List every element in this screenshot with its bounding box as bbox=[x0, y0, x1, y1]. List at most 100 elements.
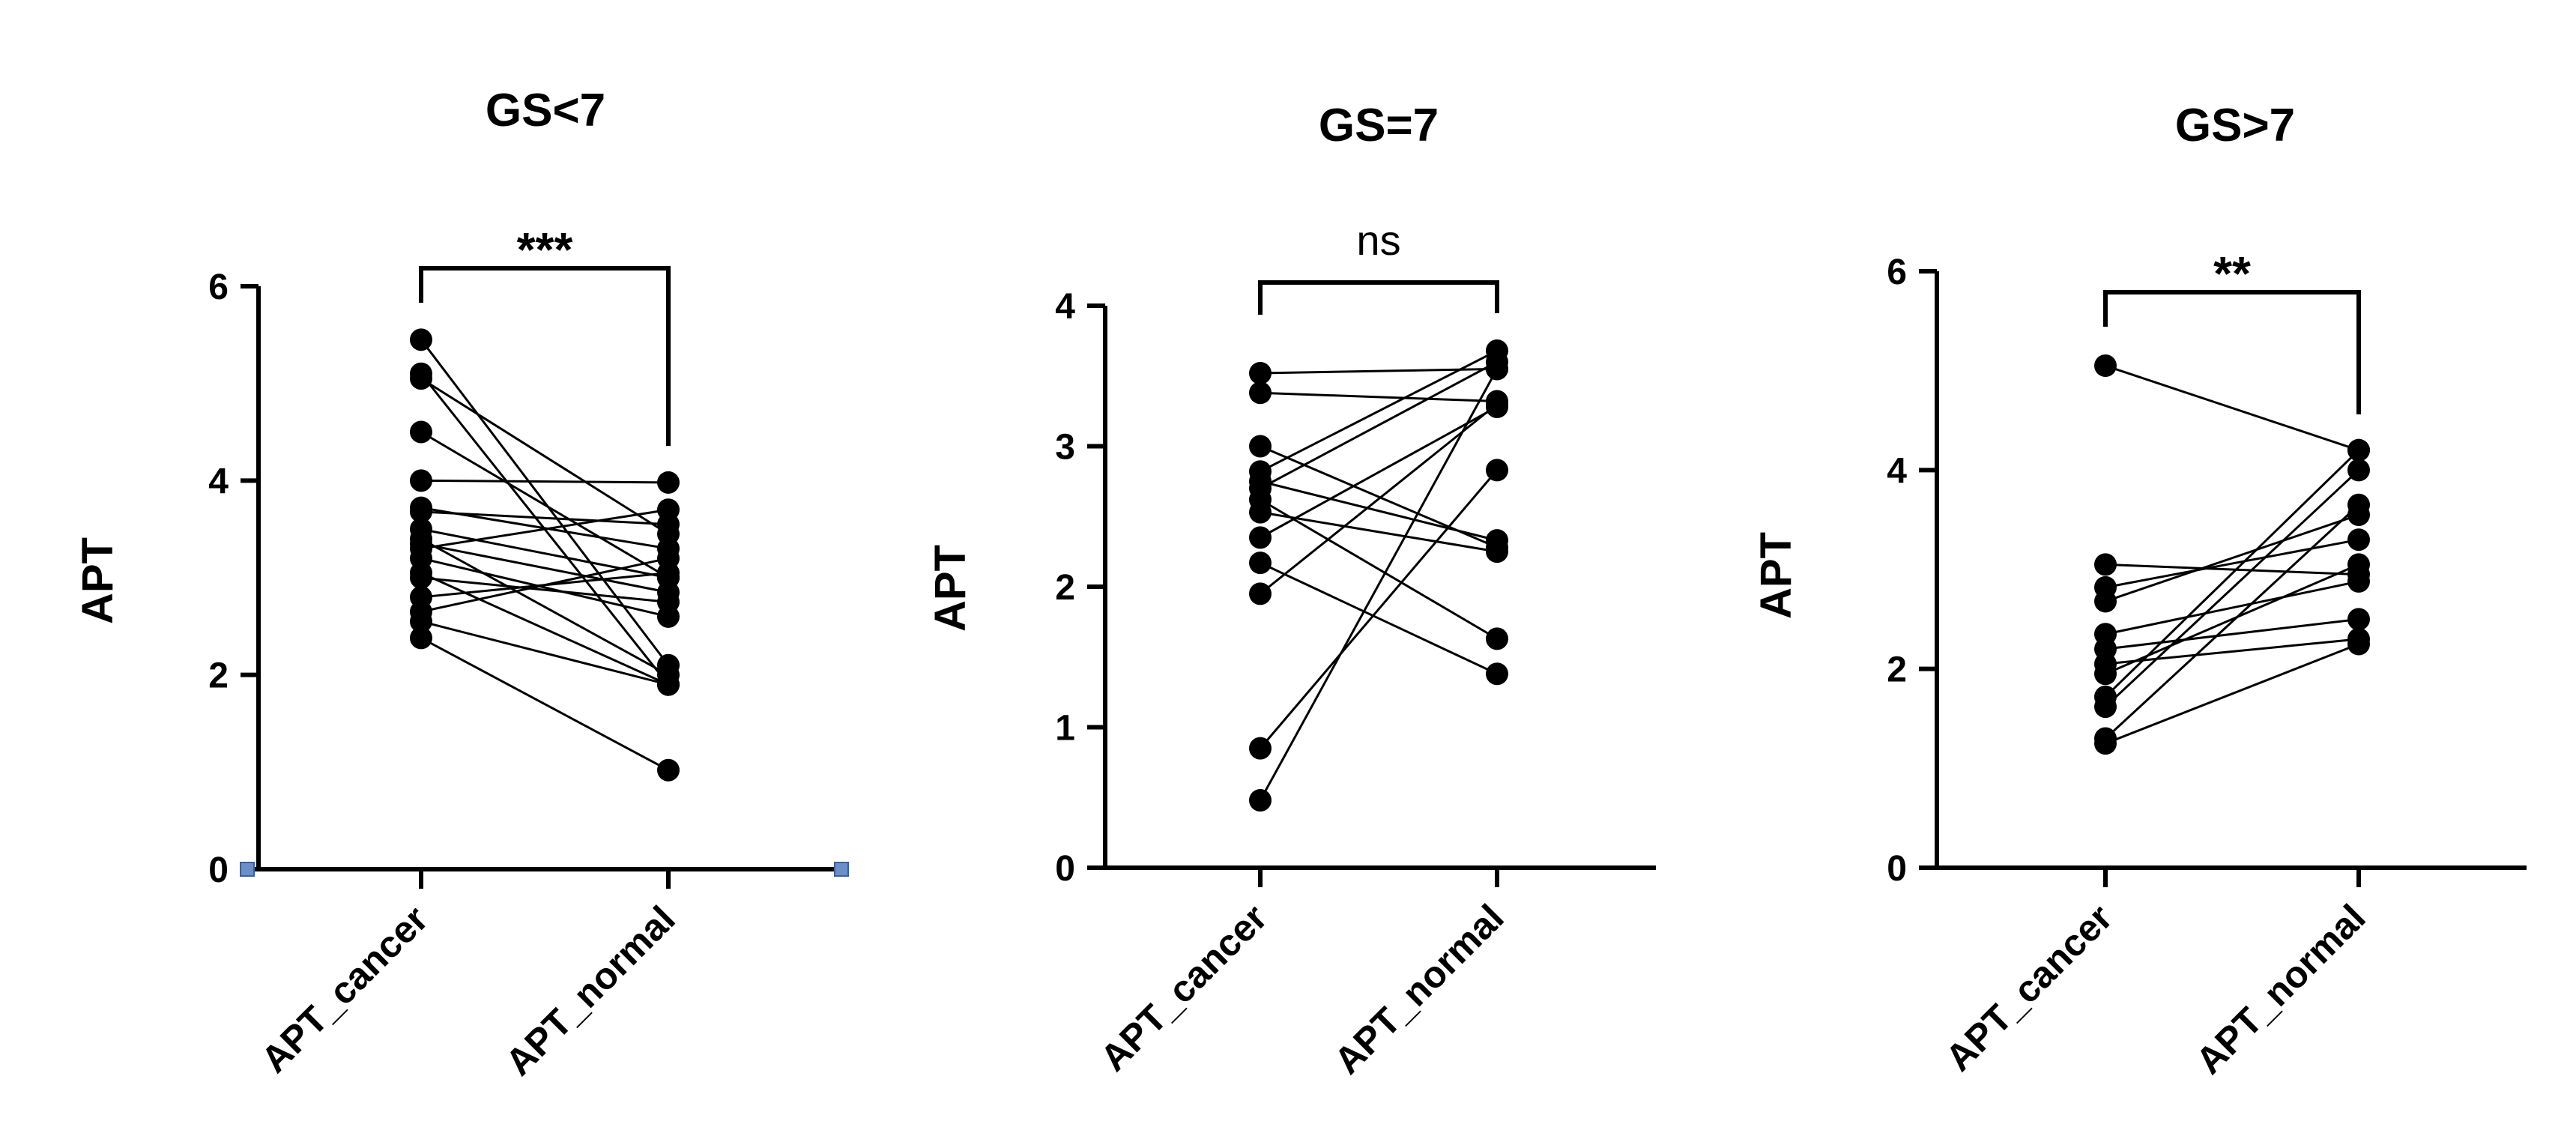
y-tick-label: 2 bbox=[1887, 650, 1907, 690]
data-point-cancer bbox=[1249, 737, 1272, 760]
data-point-normal bbox=[2347, 553, 2370, 576]
pair-line bbox=[2104, 469, 2360, 708]
y-tick-label: 4 bbox=[1887, 451, 1907, 491]
data-point-cancer bbox=[1249, 362, 1272, 384]
data-point-cancer bbox=[2094, 354, 2117, 378]
panel-title: GS>7 bbox=[2175, 100, 2295, 151]
data-point-cancer bbox=[410, 500, 432, 523]
data-point-normal bbox=[2347, 528, 2370, 552]
panel-1: GS<7 APT 0 2 4 6 APT_cancer APT_normal *** bbox=[73, 85, 849, 1084]
data-point-normal bbox=[657, 673, 680, 696]
data-point-cancer bbox=[410, 367, 432, 390]
data-point-normal bbox=[2347, 459, 2370, 482]
pair-line bbox=[420, 528, 669, 579]
significance-bracket bbox=[1258, 280, 1499, 315]
data-point-normal bbox=[2347, 570, 2370, 593]
pair-line bbox=[1260, 391, 1498, 402]
pair-line bbox=[2105, 538, 2359, 589]
y-tick-label: 4 bbox=[208, 462, 229, 501]
data-point-cancer bbox=[410, 626, 432, 650]
data-point-normal bbox=[1486, 357, 1508, 381]
pair-line bbox=[2105, 580, 2359, 635]
data-point-normal bbox=[657, 758, 680, 782]
data-point-cancer bbox=[1249, 789, 1272, 812]
y-tick-label: 0 bbox=[208, 851, 229, 890]
pair-line bbox=[1260, 498, 1498, 640]
y-axis-label: APT bbox=[1752, 532, 1801, 619]
data-point-normal bbox=[2347, 438, 2370, 462]
data-point-normal bbox=[1486, 662, 1508, 686]
pair-line bbox=[420, 543, 669, 593]
pair-line bbox=[420, 339, 670, 666]
data-point-normal bbox=[657, 590, 680, 614]
pair-line bbox=[2105, 364, 2359, 452]
pair-line bbox=[420, 479, 669, 484]
y-axis-label: APT bbox=[926, 545, 975, 632]
pair-line bbox=[420, 576, 669, 603]
data-point-normal bbox=[657, 547, 680, 570]
y-tick-label: 6 bbox=[208, 268, 229, 307]
pair-line bbox=[420, 431, 669, 579]
pair-line bbox=[2105, 617, 2359, 650]
axis-end-marker bbox=[834, 862, 849, 877]
y-axis-label: APT bbox=[73, 537, 122, 624]
x-tick-label: APT_normal bbox=[498, 898, 683, 1084]
data-point-normal bbox=[657, 498, 680, 522]
significance-label: ** bbox=[2213, 247, 2251, 300]
pair-line bbox=[2105, 638, 2359, 665]
data-point-cancer bbox=[1249, 526, 1272, 549]
pair-line bbox=[420, 572, 669, 686]
pair-line bbox=[1260, 561, 1498, 675]
panel-title: GS=7 bbox=[1319, 100, 1439, 151]
pair-line bbox=[420, 620, 669, 686]
y-tick-label: 3 bbox=[1055, 428, 1075, 468]
panel-2: GS=7 APT 0 1 2 3 4 APT_cancer APT_normal ns bbox=[926, 100, 1656, 1082]
data-point-normal bbox=[2347, 493, 2370, 516]
data-point-cancer bbox=[410, 328, 432, 351]
data-point-normal bbox=[1486, 459, 1508, 482]
data-point-cancer bbox=[1249, 381, 1272, 405]
data-point-normal bbox=[657, 471, 680, 494]
pair-line bbox=[420, 537, 669, 676]
pair-line bbox=[1260, 403, 1498, 595]
y-tick-label: 0 bbox=[1055, 849, 1075, 889]
pair-line bbox=[420, 510, 669, 526]
pair-line bbox=[1259, 368, 1499, 801]
data-point-cancer bbox=[1249, 501, 1272, 524]
data-point-cancer bbox=[2094, 590, 2117, 613]
data-point-normal bbox=[1486, 627, 1508, 650]
y-tick-label: 2 bbox=[208, 656, 229, 696]
data-point-cancer bbox=[2094, 695, 2117, 719]
significance-label: ns bbox=[1356, 217, 1400, 264]
x-tick-label: APT_normal bbox=[1326, 896, 1512, 1082]
pair-line bbox=[420, 637, 669, 772]
pair-line bbox=[1260, 360, 1498, 490]
pair-line bbox=[2105, 643, 2359, 745]
data-point-cancer bbox=[410, 469, 432, 492]
significance-bracket bbox=[419, 266, 671, 446]
data-point-cancer bbox=[2094, 553, 2117, 576]
pair-line bbox=[420, 557, 669, 618]
data-point-cancer bbox=[2094, 732, 2117, 755]
axis-end-marker bbox=[240, 862, 255, 877]
data-point-normal bbox=[1486, 540, 1508, 564]
x-tick-label: APT_normal bbox=[2188, 896, 2374, 1082]
pair-line bbox=[420, 508, 669, 550]
pair-line bbox=[1260, 405, 1498, 539]
pair-line bbox=[420, 377, 669, 535]
data-point-normal bbox=[2347, 632, 2370, 656]
pair-line bbox=[1259, 469, 1499, 749]
x-tick-label: APT_cancer bbox=[1938, 896, 2120, 1079]
x-tick-label: APT_cancer bbox=[1092, 896, 1275, 1079]
data-point-normal bbox=[1486, 393, 1508, 416]
y-tick-label: 6 bbox=[1887, 253, 1907, 292]
data-point-normal bbox=[2347, 608, 2370, 631]
pair-line bbox=[2104, 449, 2360, 698]
pair-line bbox=[1260, 349, 1498, 473]
data-point-cancer bbox=[410, 567, 432, 589]
data-point-cancer bbox=[1249, 552, 1272, 575]
y-tick-label: 1 bbox=[1055, 709, 1075, 749]
panel-title: GS<7 bbox=[486, 85, 605, 136]
pair-line bbox=[2105, 513, 2359, 602]
